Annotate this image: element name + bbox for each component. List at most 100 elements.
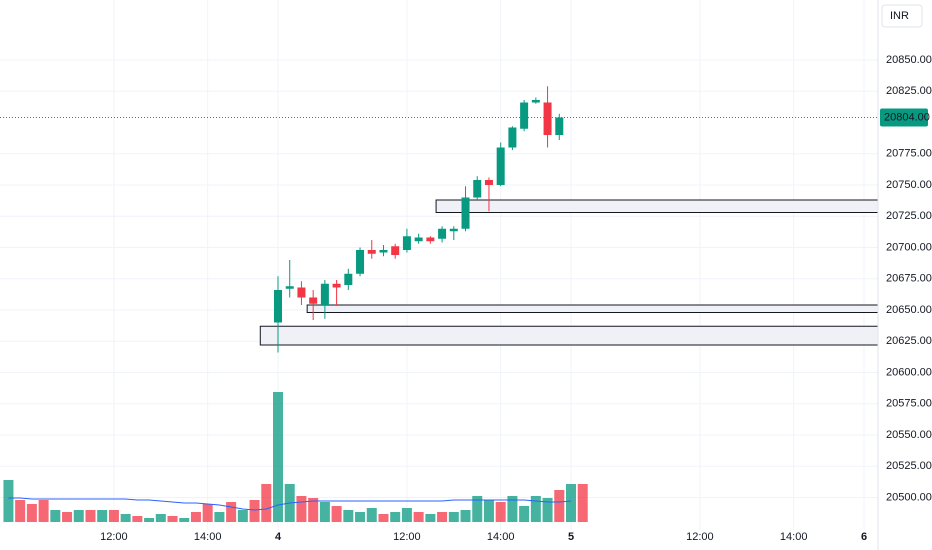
volume-bar [530,496,541,522]
candle-body [379,250,388,253]
volume-bar [577,484,588,522]
y-tick-label: 20525.00 [886,460,932,472]
volume-bar [190,512,201,522]
volume-bar [448,512,459,522]
volume-bar [343,510,354,522]
candle-body [461,197,470,229]
y-tick-label: 20600.00 [886,366,932,378]
x-tick-label: 14:00 [487,531,515,543]
candle-body [543,102,552,135]
x-tick-label: 12:00 [100,531,128,543]
volume-bar [167,516,178,522]
volume-bar [155,514,166,522]
candle-body [520,102,529,129]
x-tick-label: 6 [861,531,867,543]
candle-body [344,273,353,285]
y-tick-label: 20825.00 [886,85,932,97]
volume-bar [413,512,424,522]
volume-bar [401,508,412,522]
candle-body [285,286,294,289]
candle-body [496,147,505,185]
zone [259,325,879,346]
volume-bar [214,512,225,522]
volume-bar [273,392,283,522]
currency: INR [890,10,909,22]
candle-body [297,287,306,298]
volume-bar [3,480,14,522]
volume-bar [120,514,131,522]
volume-bar [366,508,377,522]
volume-bar [15,500,26,522]
candle-body [473,180,482,198]
volume-ma [8,497,572,511]
volume-bar [507,496,518,522]
y-tick-label: 20850.00 [886,54,932,66]
zone [435,199,879,213]
volume-bar [202,504,213,522]
zone [306,304,879,313]
candle-body [449,228,458,232]
candle-body [555,117,564,135]
volume-bar [390,512,401,522]
last-price-label: 20804.00 [884,111,930,123]
volume-bar [472,496,483,522]
volume-bar [308,498,319,522]
x-tick-label: 12:00 [686,531,714,543]
volume-bar [437,512,448,522]
volume-bar [237,510,248,522]
volume-bar [566,484,576,522]
candle-body [484,180,493,185]
volume-bar [62,512,73,522]
y-tick-label: 20500.00 [886,491,932,503]
y-tick-label: 20650.00 [886,304,932,316]
last-price-tag [880,108,928,127]
volume-bar [38,500,49,522]
volume-bar [554,490,565,522]
candle-body [391,246,400,255]
candle-body [367,250,376,254]
volume-bar [132,516,143,522]
volume-bar [495,502,506,522]
volume-bar [519,506,530,522]
candle-body [332,283,341,288]
volume-bar [355,512,366,522]
candle-body [309,297,318,304]
x-tick-label: 14:00 [194,531,222,543]
volume-bar [97,510,108,522]
volume-bar [460,510,471,522]
volume-bar [542,498,553,522]
volume-bar [73,510,84,522]
volume-bar [26,504,37,522]
volume-bar [261,484,272,522]
candle-body [274,290,282,323]
x-tick-label: 12:00 [393,531,421,543]
y-tick-label: 20550.00 [886,429,932,441]
candle-body [414,237,423,242]
y-tick-label: 20775.00 [886,148,932,160]
volume-bar [226,502,237,522]
volume-bar [296,496,307,522]
volume-bar [319,502,330,522]
currency-box[interactable] [881,4,923,28]
y-tick-label: 20725.00 [886,210,932,222]
candle-body [508,127,517,148]
volume-bar [108,510,119,522]
y-tick-label: 20675.00 [886,273,932,285]
y-tick-label: 20575.00 [886,398,932,410]
volume-bar [249,500,260,522]
y-tick-label: 20625.00 [886,335,932,347]
y-tick-label: 20750.00 [886,179,932,191]
volume-bar [85,510,96,522]
x-tick-label: 5 [568,531,574,543]
volume-bar [179,518,190,522]
candle-body [426,237,435,242]
candle-body [402,236,411,250]
volume-bar [144,518,155,522]
candle-body [356,250,365,274]
y-tick-label: 20700.00 [886,241,932,253]
volume-bar [50,510,61,522]
volume-bar [483,500,494,522]
volume-bar [378,514,389,522]
